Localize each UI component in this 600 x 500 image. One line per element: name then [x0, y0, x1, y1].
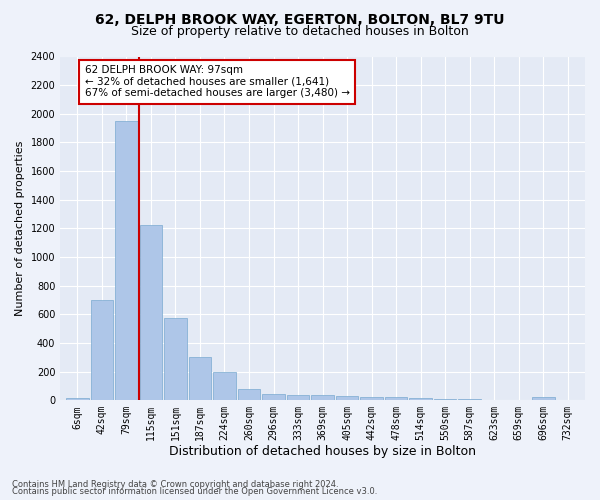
Text: 62 DELPH BROOK WAY: 97sqm
← 32% of detached houses are smaller (1,641)
67% of se: 62 DELPH BROOK WAY: 97sqm ← 32% of detac…: [85, 65, 350, 98]
Text: Contains public sector information licensed under the Open Government Licence v3: Contains public sector information licen…: [12, 487, 377, 496]
Bar: [115, 121, 137, 400]
Bar: [409, 398, 432, 400]
Bar: [434, 398, 457, 400]
Bar: [91, 300, 113, 400]
Bar: [532, 398, 554, 400]
Bar: [66, 398, 89, 400]
Bar: [385, 396, 407, 400]
Text: Size of property relative to detached houses in Bolton: Size of property relative to detached ho…: [131, 25, 469, 38]
X-axis label: Distribution of detached houses by size in Bolton: Distribution of detached houses by size …: [169, 444, 476, 458]
Bar: [262, 394, 285, 400]
Bar: [458, 399, 481, 400]
Bar: [336, 396, 358, 400]
Bar: [188, 356, 211, 400]
Bar: [311, 395, 334, 400]
Bar: [164, 318, 187, 400]
Y-axis label: Number of detached properties: Number of detached properties: [15, 140, 25, 316]
Bar: [361, 398, 383, 400]
Text: 62, DELPH BROOK WAY, EGERTON, BOLTON, BL7 9TU: 62, DELPH BROOK WAY, EGERTON, BOLTON, BL…: [95, 12, 505, 26]
Text: Contains HM Land Registry data © Crown copyright and database right 2024.: Contains HM Land Registry data © Crown c…: [12, 480, 338, 489]
Bar: [213, 372, 236, 400]
Bar: [287, 395, 310, 400]
Bar: [238, 389, 260, 400]
Bar: [140, 225, 162, 400]
